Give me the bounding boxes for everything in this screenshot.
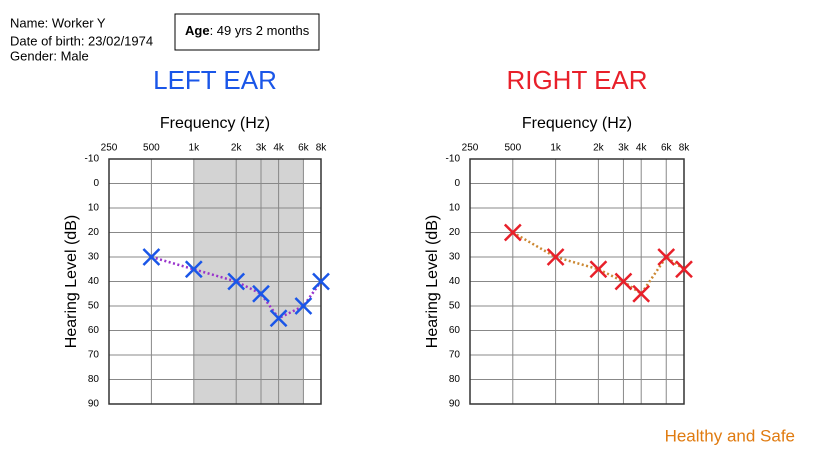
x-tick-label: 3k — [618, 143, 630, 154]
y-tick-label: 40 — [88, 276, 100, 287]
y-tick-label: 70 — [449, 350, 461, 361]
y-tick-label: 50 — [449, 301, 461, 312]
x-tick-label: 4k — [273, 143, 285, 154]
marker — [632, 284, 651, 303]
y-tick-label: 20 — [88, 227, 100, 238]
x-tick-label: 500 — [143, 143, 160, 154]
x-tick-label: 250 — [462, 143, 479, 154]
y-tick-label: 60 — [88, 325, 100, 336]
y-tick-label: 80 — [449, 374, 461, 385]
y-tick-label: 90 — [88, 399, 100, 410]
marker — [614, 272, 633, 291]
x-tick-label: 6k — [298, 143, 310, 154]
marker — [184, 260, 203, 279]
x-tick-label: 8k — [679, 143, 691, 154]
y-axis-label: Hearing Level (dB) — [424, 215, 441, 348]
x-tick-label: 2k — [231, 143, 243, 154]
x-tick-label: 6k — [661, 143, 673, 154]
x-tick-label: 2k — [593, 143, 605, 154]
x-tick-label: 1k — [189, 143, 201, 154]
y-tick-label: -10 — [446, 154, 461, 165]
y-tick-label: 20 — [449, 227, 461, 238]
y-tick-label: 30 — [88, 252, 100, 263]
x-tick-label: 250 — [101, 143, 118, 154]
y-tick-label: 0 — [93, 178, 99, 189]
marker — [546, 248, 565, 266]
marker — [657, 248, 676, 266]
y-tick-label: 0 — [454, 178, 460, 189]
x-tick-label: 8k — [316, 143, 328, 154]
marker — [589, 260, 608, 279]
x-axis-label: Frequency (Hz) — [522, 115, 632, 132]
y-tick-label: 80 — [88, 374, 100, 385]
age: Age: 49 yrs 2 months — [185, 23, 310, 38]
y-tick-label: 10 — [88, 203, 100, 214]
age-value: : 49 yrs 2 months — [210, 23, 310, 38]
marker — [294, 297, 313, 315]
marker — [269, 309, 288, 328]
x-tick-label: 1k — [550, 143, 562, 154]
marker — [312, 272, 330, 291]
gender: Gender: Male — [10, 48, 89, 63]
y-axis-label: Hearing Level (dB) — [63, 215, 80, 348]
marker — [142, 248, 161, 266]
y-tick-label: 30 — [449, 252, 461, 263]
marker — [252, 284, 270, 303]
y-tick-label: 60 — [449, 325, 461, 336]
chart-title: RIGHT EAR — [506, 65, 647, 95]
y-tick-label: 10 — [449, 203, 461, 214]
y-tick-label: 90 — [449, 399, 461, 410]
age-label: Age — [185, 23, 210, 38]
age-box — [174, 13, 320, 51]
y-tick-label: -10 — [85, 154, 100, 165]
x-tick-label: 4k — [636, 143, 648, 154]
marker — [227, 272, 246, 291]
y-tick-label: 50 — [88, 301, 100, 312]
marker — [503, 223, 522, 242]
x-tick-label: 3k — [256, 143, 268, 154]
plot-frame — [469, 158, 685, 405]
name: Name: Worker Y — [10, 15, 106, 30]
x-tick-label: 500 — [504, 143, 521, 154]
dob: Date of birth: 23/02/1974 — [10, 33, 153, 48]
y-tick-label: 70 — [88, 350, 100, 361]
footer: Healthy and Safe — [665, 426, 795, 445]
chart-title: LEFT EAR — [153, 65, 277, 95]
x-axis-label: Frequency (Hz) — [160, 115, 270, 132]
marker — [675, 260, 693, 279]
y-tick-label: 40 — [449, 276, 461, 287]
